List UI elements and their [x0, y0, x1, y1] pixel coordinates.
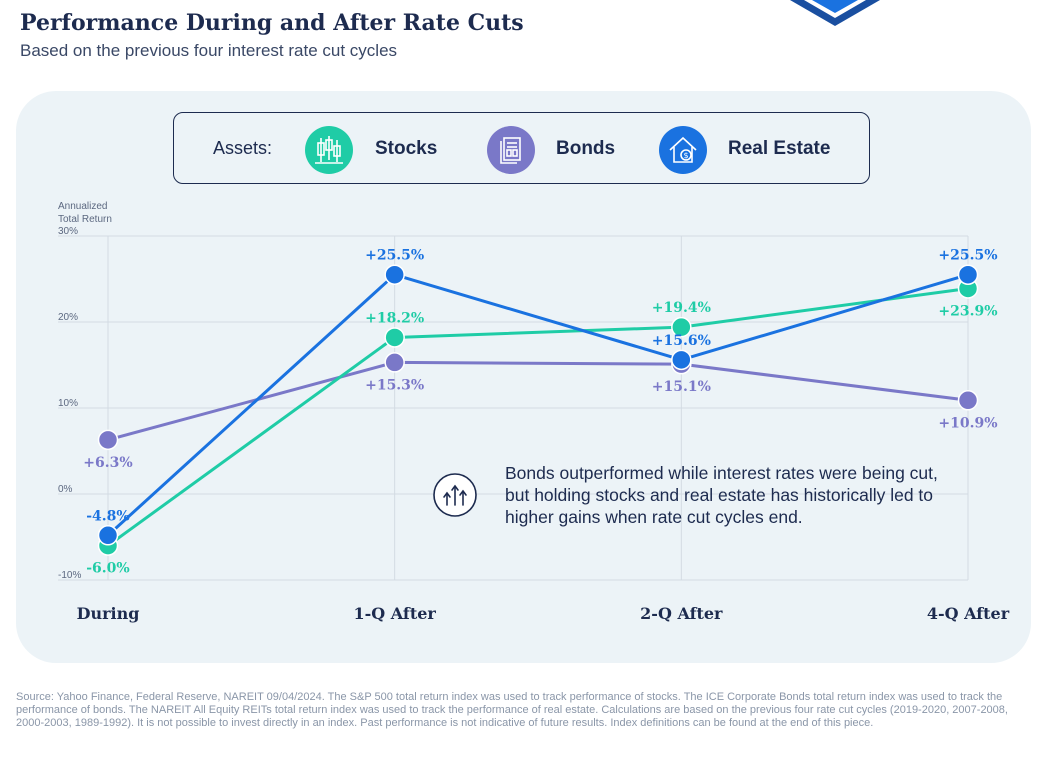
page-title: Performance During and After Rate Cuts	[20, 10, 524, 36]
rising-arrows-icon	[432, 472, 478, 518]
series-line-stocks	[107, 286, 969, 547]
data-label: +23.9%	[938, 303, 997, 319]
chart-panel	[16, 91, 1031, 663]
data-label: +25.5%	[938, 248, 997, 264]
data-point	[384, 264, 405, 285]
legend-item-real-estate: Real Estate	[728, 138, 831, 159]
svg-text:$: $	[683, 151, 688, 160]
data-label: +18.2%	[365, 310, 424, 326]
data-point	[97, 525, 119, 546]
data-label: +15.1%	[652, 379, 711, 395]
y-tick-label: -10%	[58, 570, 81, 581]
data-point	[957, 264, 979, 285]
data-point	[384, 327, 405, 348]
data-label: +15.3%	[365, 377, 424, 393]
series-line-bonds	[107, 360, 969, 442]
data-point	[957, 390, 979, 411]
y-axis-label: Total Return	[58, 214, 112, 225]
data-label: +10.9%	[938, 415, 997, 431]
page-subtitle: Based on the previous four interest rate…	[20, 41, 398, 60]
data-label: +6.3%	[83, 455, 132, 471]
callout-text: Bonds outperformed while interest rates …	[505, 463, 938, 527]
data-point	[671, 349, 692, 371]
document-icon	[487, 126, 535, 174]
legend-item-stocks: Stocks	[375, 138, 438, 159]
y-tick-label: 30%	[58, 226, 78, 237]
data-point	[671, 316, 692, 338]
callout: Bonds outperformed while interest rates …	[432, 462, 962, 527]
data-point	[384, 352, 405, 373]
data-label: -4.8%	[86, 508, 129, 524]
candlestick-chart-icon	[305, 126, 353, 174]
y-tick-label: 0%	[58, 484, 73, 495]
data-point	[97, 429, 119, 451]
data-label: +15.6%	[652, 333, 711, 349]
y-tick-label: 10%	[58, 398, 78, 409]
x-tick-label: 1-Q After	[354, 604, 437, 623]
legend-item-bonds: Bonds	[556, 138, 616, 159]
data-label: +25.5%	[365, 248, 424, 264]
legend-label: Assets:	[213, 138, 273, 158]
x-tick-label: 4-Q After	[927, 604, 1010, 623]
source-footnote: Source: Yahoo Finance, Federal Reserve, …	[16, 691, 1008, 729]
data-label: -6.0%	[86, 561, 129, 577]
y-axis-label: Annualized	[58, 201, 107, 212]
x-tick-label: During	[77, 604, 140, 623]
y-tick-label: 20%	[58, 312, 78, 323]
brand-logo	[790, 0, 880, 26]
data-label: +19.4%	[652, 300, 711, 316]
house-dollar-icon: $	[659, 126, 707, 174]
series-line-real-estate	[106, 273, 969, 537]
x-tick-label: 2-Q After	[640, 604, 723, 623]
